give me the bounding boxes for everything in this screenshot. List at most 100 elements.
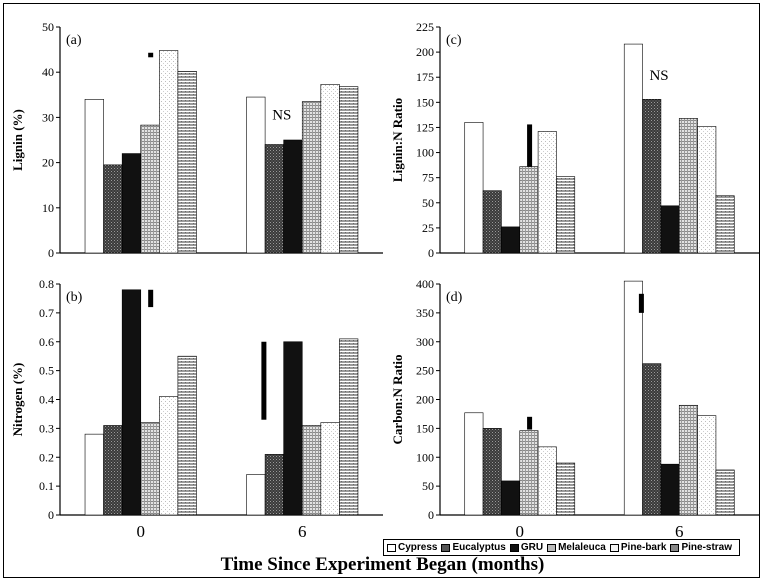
legend-label: Melaleuca bbox=[558, 542, 606, 553]
panel-1-ytick-label-1: 25 bbox=[422, 221, 434, 235]
panel-2-ytick-label-1: 0.1 bbox=[39, 479, 54, 493]
panel-1-ytick-label-4: 100 bbox=[416, 146, 434, 160]
panel-3-ytick-label-7: 350 bbox=[416, 306, 434, 320]
panel-1-bar-gru-1 bbox=[660, 205, 680, 254]
panel-0-bar-gru-1 bbox=[283, 139, 303, 254]
panel-0-ytick-label-0: 0 bbox=[48, 246, 54, 260]
figure-frame bbox=[3, 3, 760, 578]
panel-3-ytick-label-4: 200 bbox=[416, 393, 434, 407]
panel-3-bar-pine-bark-0 bbox=[537, 446, 557, 516]
panel-2-y-axis-label: Nitrogen (%) bbox=[10, 363, 25, 437]
panel-0-bar-pine-straw-0 bbox=[177, 70, 197, 254]
legend-label: Pine-straw bbox=[681, 542, 733, 553]
panel-3-ytick-label-6: 300 bbox=[416, 335, 434, 349]
panel-0-y-axis-label: Lignin (%) bbox=[10, 109, 25, 171]
panel-2-bar-melaleuca-0 bbox=[140, 422, 160, 516]
panel-3-xtick-label-0: 0 bbox=[516, 522, 525, 541]
panel-2-bar-cypress-0 bbox=[84, 433, 104, 516]
panel-1-ytick-label-8: 200 bbox=[416, 45, 434, 59]
panel-2-xtick-label-1: 6 bbox=[298, 522, 307, 541]
panel-1-bar-pine-bark-1 bbox=[697, 126, 717, 254]
panel-0-bar-cypress-1 bbox=[246, 96, 266, 254]
panel-2-ytick-label-7: 0.7 bbox=[39, 306, 54, 320]
panel-0-bar-gru-0 bbox=[121, 153, 142, 254]
panel-0-bar-melaleuca-1 bbox=[301, 101, 322, 254]
x-axis-label: Time Since Experiment Began (months) bbox=[220, 554, 545, 575]
panel-0-lsd-bar-0 bbox=[148, 52, 154, 58]
panel-1-bar-pine-straw-0 bbox=[556, 176, 576, 254]
legend-label: Pine-bark bbox=[620, 542, 667, 553]
panel-1-bar-cypress-1 bbox=[623, 43, 643, 254]
panel-0-ytick-label-1: 10 bbox=[42, 201, 54, 215]
legend-item-eucalyptus: Eucalyptus bbox=[441, 542, 506, 553]
panel-1-bar-cypress-0 bbox=[464, 122, 484, 254]
panel-1-ytick-label-3: 75 bbox=[422, 171, 434, 185]
panel-2-bar-pine-bark-1 bbox=[320, 422, 340, 516]
panel-2-ytick-label-3: 0.3 bbox=[39, 421, 54, 435]
panel-3-xtick-label-1: 6 bbox=[675, 522, 684, 541]
panel-2-ytick-label-2: 0.2 bbox=[39, 450, 54, 464]
legend-swatch bbox=[670, 543, 680, 552]
panel-1-bar-eucalyptus-0 bbox=[482, 190, 502, 254]
panel-1-bar-gru-0 bbox=[501, 226, 521, 254]
panel-2-ytick-label-8: 0.8 bbox=[39, 277, 54, 291]
panel-2-ytick-label-4: 0.4 bbox=[39, 393, 54, 407]
panel-0-ytick-label-3: 30 bbox=[42, 110, 54, 124]
panel-3-bar-melaleuca-0 bbox=[519, 430, 539, 516]
panel-1-bar-pine-straw-1 bbox=[715, 195, 735, 254]
legend-swatch bbox=[387, 543, 396, 552]
panel-2-bar-gru-0 bbox=[121, 289, 142, 516]
panel-0-ytick-label-4: 40 bbox=[42, 65, 54, 79]
panel-2-panel-label: (b) bbox=[66, 290, 83, 305]
panel-0-bar-pine-bark-1 bbox=[320, 84, 340, 254]
panel-2-bar-pine-bark-0 bbox=[159, 396, 179, 516]
panel-3-panel-label: (d) bbox=[446, 290, 463, 305]
panel-3-bar-cypress-1 bbox=[623, 280, 643, 516]
panel-1-ytick-label-5: 125 bbox=[416, 120, 434, 134]
panel-3-ytick-label-5: 250 bbox=[416, 364, 434, 378]
panel-2-lsd-bar-1 bbox=[261, 341, 267, 420]
panel-3-bar-gru-0 bbox=[501, 480, 521, 516]
legend-swatch bbox=[509, 543, 519, 552]
panel-1-annotation-0: NS bbox=[649, 68, 668, 84]
panel-3-bar-pine-bark-1 bbox=[697, 415, 717, 516]
panel-1-bar-melaleuca-1 bbox=[678, 118, 698, 254]
legend-label: Eucalyptus bbox=[452, 542, 506, 553]
legend-label: GRU bbox=[520, 542, 544, 553]
panel-1-y-axis-label: Lignin:N Ratio bbox=[390, 98, 405, 182]
legend-swatch bbox=[547, 543, 557, 552]
panel-1-ytick-label-0: 0 bbox=[428, 246, 434, 260]
panel-2-ytick-label-0: 0 bbox=[48, 508, 54, 522]
legend-swatch bbox=[441, 543, 451, 552]
panel-1-ytick-label-9: 225 bbox=[416, 20, 434, 34]
panel-1-bar-eucalyptus-1 bbox=[642, 99, 662, 254]
legend-label: Cypress bbox=[398, 542, 438, 553]
panel-1-ytick-label-2: 50 bbox=[422, 196, 434, 210]
panel-1-bar-melaleuca-0 bbox=[519, 166, 539, 254]
panel-0-annotation-0: NS bbox=[272, 108, 291, 124]
panel-1-lsd-bar-0 bbox=[527, 124, 533, 167]
panel-2-xtick-label-0: 0 bbox=[137, 522, 146, 541]
legend-item-pine-bark: Pine-bark bbox=[609, 542, 667, 553]
panel-0-panel-label: (a) bbox=[66, 33, 82, 48]
panel-3-ytick-label-2: 100 bbox=[416, 450, 434, 464]
panel-2-bar-eucalyptus-0 bbox=[103, 425, 123, 516]
panel-1-bar-pine-bark-0 bbox=[537, 131, 557, 254]
panel-0-bar-melaleuca-0 bbox=[140, 124, 160, 254]
panel-1-panel-label: (c) bbox=[446, 33, 462, 48]
panel-3-bar-melaleuca-1 bbox=[678, 404, 698, 516]
panel-2-ytick-label-5: 0.5 bbox=[39, 364, 54, 378]
panel-3-bar-pine-straw-0 bbox=[556, 462, 576, 516]
panel-2-bar-eucalyptus-1 bbox=[264, 454, 284, 516]
panel-2-bar-melaleuca-1 bbox=[301, 425, 322, 516]
panel-0-ytick-label-5: 50 bbox=[42, 20, 54, 34]
panel-3-bar-eucalyptus-1 bbox=[642, 363, 662, 516]
legend-swatch bbox=[609, 543, 619, 552]
panel-0-bar-eucalyptus-0 bbox=[103, 164, 123, 254]
panel-0-bar-pine-straw-1 bbox=[339, 86, 359, 254]
legend: Cypress Eucalyptus GRU Melaleuca Pine-bark Pi… bbox=[383, 539, 741, 556]
legend-item-melaleuca: Melaleuca bbox=[547, 542, 606, 553]
panel-3-lsd-bar-0 bbox=[527, 416, 533, 430]
panel-2-ytick-label-6: 0.6 bbox=[39, 335, 54, 349]
